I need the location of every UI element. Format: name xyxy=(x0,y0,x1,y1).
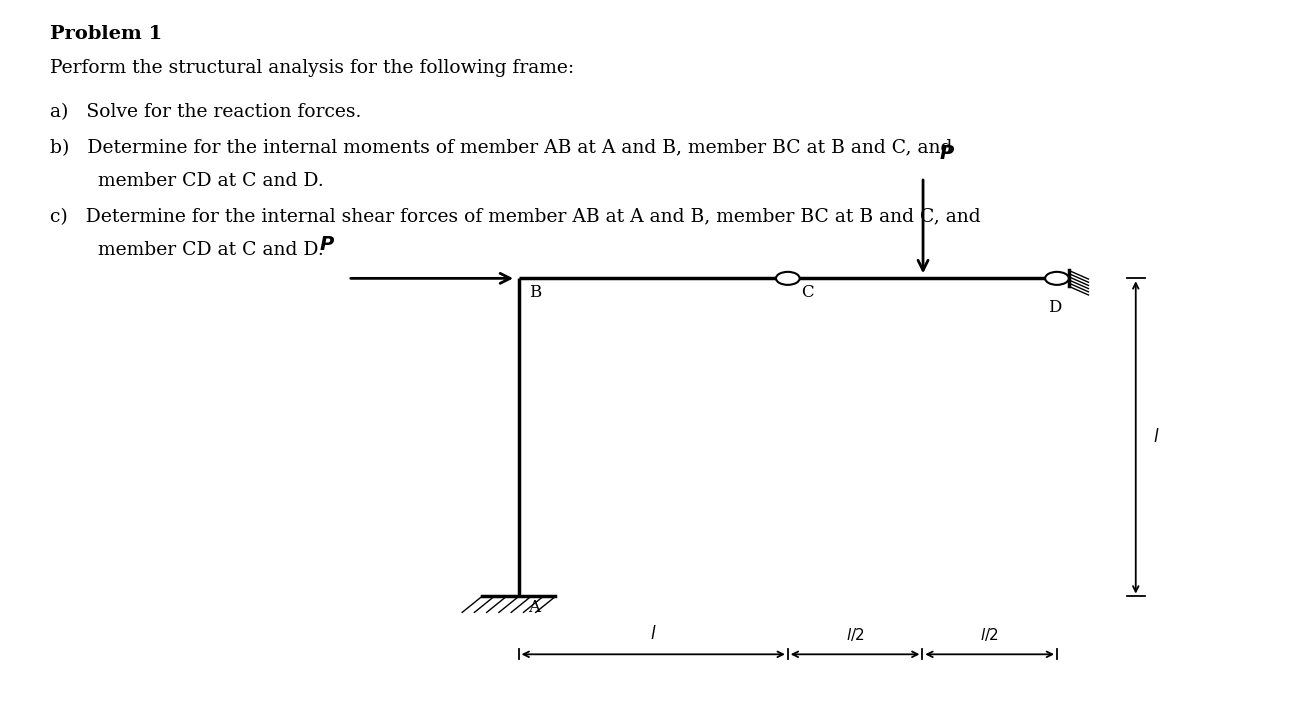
Text: member CD at C and D.: member CD at C and D. xyxy=(50,172,323,190)
Text: $l/2$: $l/2$ xyxy=(846,625,864,643)
Text: B: B xyxy=(529,284,541,301)
Circle shape xyxy=(776,272,800,285)
Text: c)   Determine for the internal shear forces of member AB at A and B, member BC : c) Determine for the internal shear forc… xyxy=(50,208,981,226)
Text: $\bfit{P}$: $\bfit{P}$ xyxy=(319,236,335,254)
Text: D: D xyxy=(1048,299,1061,317)
Text: b)   Determine for the internal moments of member AB at A and B, member BC at B : b) Determine for the internal moments of… xyxy=(50,139,952,157)
Text: Problem 1: Problem 1 xyxy=(50,25,161,43)
Text: Perform the structural analysis for the following frame:: Perform the structural analysis for the … xyxy=(50,59,574,77)
Circle shape xyxy=(1045,272,1069,285)
Text: C: C xyxy=(801,284,814,301)
Text: A: A xyxy=(528,599,540,616)
Text: $l$: $l$ xyxy=(1153,429,1159,446)
Text: member CD at C and D.: member CD at C and D. xyxy=(50,241,323,260)
Text: a)   Solve for the reaction forces.: a) Solve for the reaction forces. xyxy=(50,103,361,121)
Text: $l/2$: $l/2$ xyxy=(981,625,999,643)
Text: $l$: $l$ xyxy=(650,625,656,643)
Text: $\bfit{P}$: $\bfit{P}$ xyxy=(939,145,955,163)
